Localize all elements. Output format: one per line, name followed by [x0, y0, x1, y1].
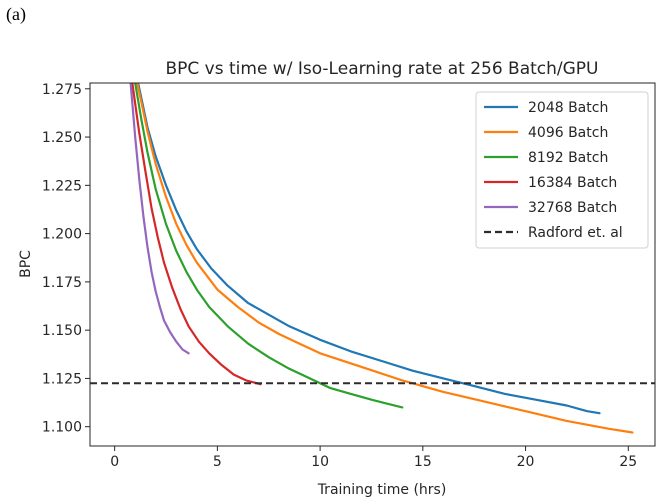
series-line-8192-batch [134, 83, 404, 409]
x-tick-label: 15 [414, 454, 432, 470]
plot-frame [89, 82, 656, 447]
series-line-32768-batch [129, 83, 190, 355]
y-tick-label: 1.125 [42, 371, 82, 387]
legend-label-4096-batch: 4096 Batch [528, 125, 608, 141]
x-axis-label: Training time (hrs) [317, 482, 447, 498]
plot-lines [90, 83, 655, 434]
x-tick-label: 20 [517, 454, 535, 470]
series-line-16384-batch [131, 83, 262, 386]
chart-title: BPC vs time w/ Iso-Learning rate at 256 … [165, 59, 598, 79]
y-tick-label: 1.175 [42, 275, 82, 291]
x-tick-label: 10 [311, 454, 329, 470]
x-tick-label: 0 [110, 454, 119, 470]
y-axis-label: BPC [18, 250, 34, 278]
y-tick-label: 1.150 [42, 323, 82, 339]
y-tick-label: 1.200 [42, 227, 82, 243]
x-tick-label: 25 [619, 454, 637, 470]
y-tick-label: 1.225 [42, 178, 82, 194]
x-tick-label: 5 [213, 454, 222, 470]
y-tick-label: 1.100 [42, 420, 82, 436]
legend-label-16384-batch: 16384 Batch [528, 175, 617, 191]
panel-label: (a) [6, 4, 26, 24]
legend: 2048 Batch 4096 Batch 8192 Batch 16384 Batc… [475, 91, 649, 249]
legend-box [475, 91, 649, 249]
y-tick-label: 1.275 [42, 82, 82, 98]
y-tick-label: 1.250 [42, 130, 82, 146]
x-axis: 0 5 10 15 20 25 [110, 446, 637, 470]
series-line-4096-batch [136, 83, 634, 434]
legend-label-8192-batch: 8192 Batch [528, 150, 608, 166]
legend-label-radford-et-al: Radford et. al [528, 225, 623, 241]
legend-label-2048-batch: 2048 Batch [528, 100, 608, 116]
series-line-2048-batch [136, 83, 601, 415]
legend-label-32768-batch: 32768 Batch [528, 200, 617, 216]
y-axis: 1.100 1.125 1.150 1.175 1.200 1.225 1.250 1.275 [42, 82, 90, 436]
